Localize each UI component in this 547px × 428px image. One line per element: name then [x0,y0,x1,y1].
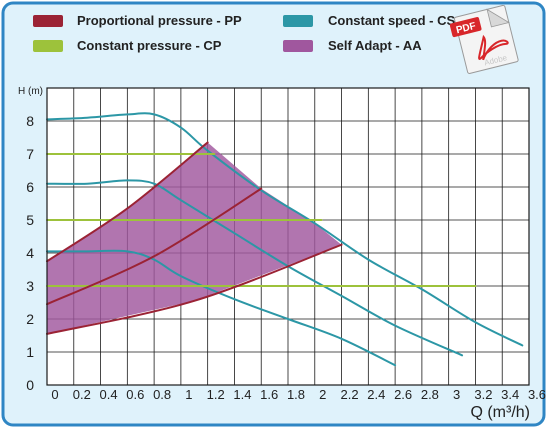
y-tick-label: 1 [26,344,34,360]
y-tick-labels: 0 1 2 3 4 5 6 7 8 [26,113,34,393]
series-layer [46,112,524,367]
legend-swatch-cs [283,15,313,27]
plot-border [46,87,530,386]
x-tick-label: 3 [453,387,460,402]
constant-speed-curve [46,112,524,347]
y-tick-label: 6 [26,179,34,195]
x-tick-label: 0.8 [153,387,171,402]
x-tick-label: 2.6 [394,387,412,402]
constant-speed-curve [46,249,397,367]
legend-swatch-aa [283,40,313,52]
x-tick-label: 0.6 [126,387,144,402]
x-tick-label: 1.2 [207,387,225,402]
legend-label-cp: Constant pressure - CP [77,38,222,53]
x-tick-label: 2.2 [341,387,359,402]
proportional-pressure-curve [46,141,209,263]
x-tick-label: 1.4 [233,387,251,402]
legend-label-aa: Self Adapt - AA [328,38,422,53]
x-tick-label: 2.4 [367,387,385,402]
x-tick-labels: 0 0.2 0.4 0.6 0.8 1 1.2 1.4 1.6 1.8 2 2.2 2.4 2.6 2.8 3… [51,387,546,402]
x-tick-label: 0.2 [73,387,91,402]
legend-label-pp: Proportional pressure - PP [77,13,242,28]
legend-swatch-pp [33,15,63,27]
x-tick-label: 2 [319,387,326,402]
legend-swatch-cp [33,40,63,52]
x-tick-label: 1.8 [287,387,305,402]
y-tick-label: 8 [26,113,34,129]
pdf-download-button[interactable]: PDF Adobe [448,4,519,75]
x-tick-label: 1 [185,387,192,402]
constant-speed-curve [46,179,464,357]
plot-area: 0 0.2 0.4 0.6 0.8 1 1.2 1.4 1.6 1.8 2 2.2 2.4 2.6 2.8 3… [18,86,546,421]
y-tick-label: 3 [26,278,34,294]
pdf-label: PDF [455,21,477,37]
x-axis-label: Q (m³/h) [470,404,530,421]
y-tick-label: 5 [26,212,34,228]
x-tick-label: 3.6 [528,387,546,402]
page-fold-icon [486,8,510,28]
y-tick-label: 2 [26,311,34,327]
pdf-label-background [449,17,482,38]
y-tick-label: 4 [26,245,34,261]
x-tick-label: 3.2 [474,387,492,402]
y-tick-label: 0 [26,377,34,393]
legend: Proportional pressure - PP Constant pres… [33,13,455,53]
x-tick-label: 1.6 [260,387,278,402]
y-axis-label: H (m) [18,86,43,97]
x-tick-label: 0.4 [100,387,118,402]
legend-label-cs: Constant speed - CS [328,13,455,28]
acrobat-logo-icon [478,34,509,61]
x-tick-label: 0 [51,387,58,402]
y-tick-label: 7 [26,146,34,162]
x-tick-label: 2.8 [421,387,439,402]
proportional-pressure-curve [46,187,263,306]
x-tick-label: 3.4 [501,387,519,402]
proportional-pressure-curve [46,243,343,335]
